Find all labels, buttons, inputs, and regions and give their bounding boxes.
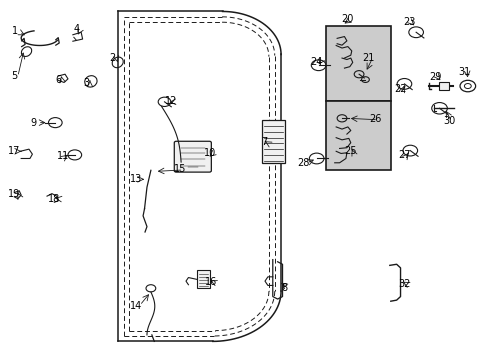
Text: 18: 18 — [48, 194, 61, 204]
Text: 14: 14 — [130, 301, 142, 311]
Circle shape — [459, 80, 475, 92]
Text: 24: 24 — [310, 57, 322, 67]
Text: 28: 28 — [296, 158, 308, 168]
Text: 31: 31 — [458, 67, 470, 77]
Circle shape — [146, 285, 156, 292]
Text: 26: 26 — [368, 114, 381, 124]
Text: 7: 7 — [260, 138, 266, 147]
Text: 13: 13 — [130, 174, 142, 184]
Text: 12: 12 — [165, 96, 177, 106]
Text: 30: 30 — [442, 116, 454, 126]
Text: 9: 9 — [31, 118, 37, 128]
Bar — [326, 26, 390, 101]
Text: 6: 6 — [55, 75, 61, 85]
Text: 22: 22 — [393, 84, 406, 94]
Text: 32: 32 — [397, 279, 410, 289]
Bar — [326, 101, 390, 170]
Text: 25: 25 — [344, 145, 356, 156]
Text: 5: 5 — [11, 71, 18, 81]
Text: 1: 1 — [12, 26, 19, 36]
FancyBboxPatch shape — [174, 141, 211, 172]
Text: 8: 8 — [281, 283, 287, 293]
Text: 29: 29 — [428, 72, 441, 82]
Text: 10: 10 — [204, 148, 216, 158]
Text: 21: 21 — [362, 53, 374, 63]
Text: 15: 15 — [174, 164, 186, 174]
Text: 19: 19 — [8, 189, 20, 199]
Text: 2: 2 — [109, 53, 116, 63]
Text: 17: 17 — [8, 146, 20, 156]
Text: 11: 11 — [57, 150, 69, 161]
Text: 3: 3 — [83, 78, 89, 88]
Polygon shape — [438, 82, 448, 90]
Text: 16: 16 — [205, 277, 217, 287]
Text: 23: 23 — [402, 17, 415, 27]
Polygon shape — [196, 270, 210, 288]
Text: 27: 27 — [397, 150, 410, 160]
Text: 4: 4 — [73, 24, 79, 35]
Polygon shape — [262, 120, 285, 163]
Text: 20: 20 — [341, 14, 353, 24]
